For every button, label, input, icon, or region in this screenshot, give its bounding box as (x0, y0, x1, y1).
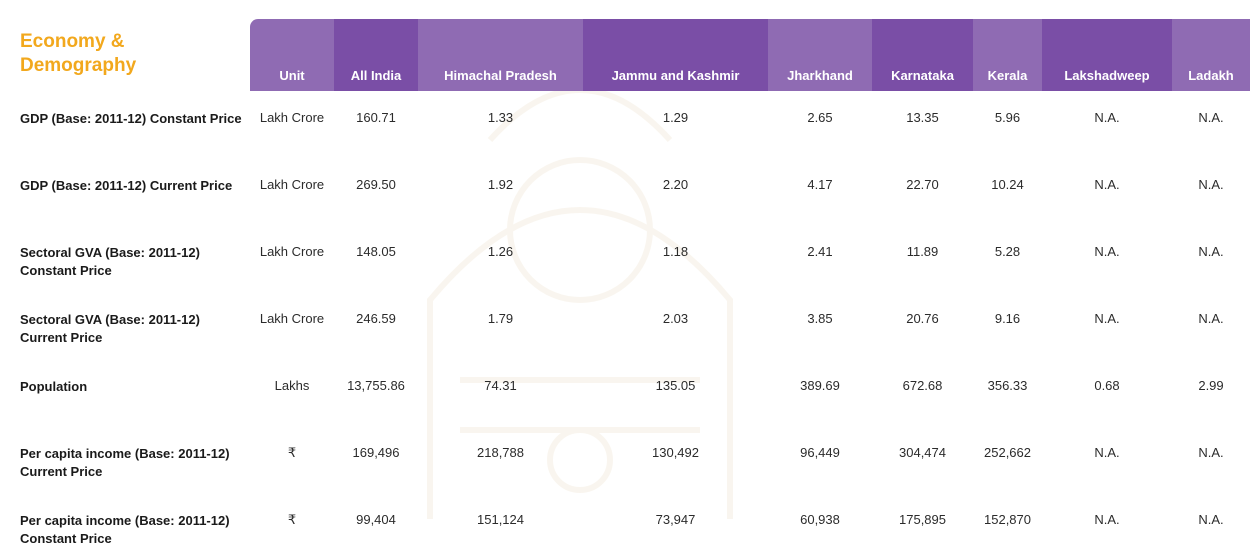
table-cell: 20.76 (906, 311, 939, 326)
table-row: GDP (Base: 2011-12) Constant Price Lakh … (12, 91, 1250, 158)
table-cell: 10.24 (991, 177, 1024, 192)
table-cell: 96,449 (800, 445, 840, 460)
table-cell: 672.68 (902, 378, 943, 393)
table-cell: 1.79 (487, 311, 514, 326)
table-cell: 1.29 (662, 110, 689, 125)
table-cell: 2.20 (662, 177, 689, 192)
table-cell: 2.03 (662, 311, 689, 326)
table-cell: 22.70 (906, 177, 939, 192)
table-row: Per capita income (Base: 2011-12) Curren… (12, 426, 1250, 493)
table-cell: ₹ (287, 445, 297, 460)
table-cell: Lakh Crore (259, 177, 325, 192)
table-cell: 2.41 (807, 244, 833, 259)
table-cell: 218,788 (477, 445, 524, 460)
table-cell: 356.33 (987, 378, 1028, 393)
column-header: Ladakh (1172, 19, 1250, 91)
column-header: Karnataka (872, 19, 973, 91)
table-cell: ₹ (287, 512, 297, 527)
table-cell: N.A. (1094, 244, 1120, 259)
economy-data-table: Unit All India Himachal Pradesh Jammu an… (12, 19, 1250, 560)
table-cell: N.A. (1198, 311, 1224, 326)
row-label: Per capita income (Base: 2011-12) Curren… (20, 446, 230, 479)
row-label: Sectoral GVA (Base: 2011-12) Constant Pr… (20, 245, 200, 278)
column-header: Kerala (973, 19, 1042, 91)
table-cell: Lakh Crore (259, 110, 325, 125)
table-cell: N.A. (1198, 110, 1224, 125)
table-cell: Lakh Crore (259, 244, 325, 259)
table-cell: 99,404 (356, 512, 396, 527)
table-cell: 5.28 (994, 244, 1021, 259)
table-cell: 175,895 (899, 512, 946, 527)
table-cell: 246.59 (356, 311, 396, 326)
table-cell: 13,755.86 (347, 378, 405, 393)
table-cell: N.A. (1094, 311, 1120, 326)
row-label: Per capita income (Base: 2011-12) Consta… (20, 513, 230, 546)
table-cell: 1.26 (487, 244, 514, 259)
table-row: GDP (Base: 2011-12) Current Price Lakh C… (12, 158, 1250, 225)
table-cell: N.A. (1198, 177, 1224, 192)
table-cell: 389.69 (800, 378, 840, 393)
table-cell: 151,124 (477, 512, 524, 527)
header-row: Unit All India Himachal Pradesh Jammu an… (12, 19, 1250, 91)
section-heading-text: Economy & Demography (20, 31, 137, 76)
table-cell: 152,870 (984, 512, 1031, 527)
table-cell: 135.05 (655, 378, 696, 393)
table-cell: 74.31 (484, 378, 517, 393)
table-cell: N.A. (1094, 445, 1120, 460)
row-label: GDP (Base: 2011-12) Current Price (20, 178, 233, 193)
table-cell: 2.65 (807, 110, 833, 125)
table-cell: 9.16 (994, 311, 1021, 326)
table-cell: 304,474 (899, 445, 946, 460)
table-cell: N.A. (1094, 110, 1120, 125)
table-cell: N.A. (1094, 177, 1120, 192)
table-cell: 13.35 (906, 110, 939, 125)
row-label: Population (20, 379, 88, 394)
row-label: Sectoral GVA (Base: 2011-12) Current Pri… (20, 312, 200, 345)
column-header: Jammu and Kashmir (583, 19, 768, 91)
table-cell: 1.18 (662, 244, 689, 259)
table-cell: 0.68 (1094, 378, 1120, 393)
column-header: All India (334, 19, 418, 91)
table-cell: Lakh Crore (259, 311, 325, 326)
table-row: Per capita income (Base: 2011-12) Consta… (12, 493, 1250, 560)
table-cell: 3.85 (807, 311, 833, 326)
table-cell: 269.50 (356, 177, 396, 192)
table-row: Sectoral GVA (Base: 2011-12) Current Pri… (12, 292, 1250, 359)
table-cell: 4.17 (807, 177, 833, 192)
table-cell: 148.05 (356, 244, 396, 259)
table-cell: 169,496 (352, 445, 400, 460)
table-cell: 130,492 (652, 445, 699, 460)
table-row: Sectoral GVA (Base: 2011-12) Constant Pr… (12, 225, 1250, 292)
column-header: Lakshadweep (1042, 19, 1172, 91)
table-cell: Lakhs (274, 378, 310, 393)
table-cell: 1.92 (487, 177, 514, 192)
table-cell: N.A. (1198, 512, 1224, 527)
table-cell: 1.33 (487, 110, 514, 125)
section-heading: Economy & Demography (20, 30, 170, 78)
table-cell: 160.71 (356, 110, 396, 125)
table-cell: N.A. (1094, 512, 1120, 527)
table-cell: N.A. (1198, 244, 1224, 259)
header-blank (12, 19, 250, 91)
table-cell: 73,947 (655, 512, 696, 527)
row-label: GDP (Base: 2011-12) Constant Price (20, 111, 242, 126)
table-cell: N.A. (1198, 445, 1224, 460)
table-cell: 11.89 (906, 244, 939, 259)
column-header: Jharkhand (768, 19, 872, 91)
column-header: Unit (250, 19, 334, 91)
table-cell: 2.99 (1198, 378, 1224, 393)
table-cell: 60,938 (800, 512, 840, 527)
table-row: Population Lakhs 13,755.86 74.31 135.05 … (12, 359, 1250, 426)
table-cell: 252,662 (984, 445, 1031, 460)
table-cell: 5.96 (994, 110, 1021, 125)
column-header: Himachal Pradesh (418, 19, 583, 91)
